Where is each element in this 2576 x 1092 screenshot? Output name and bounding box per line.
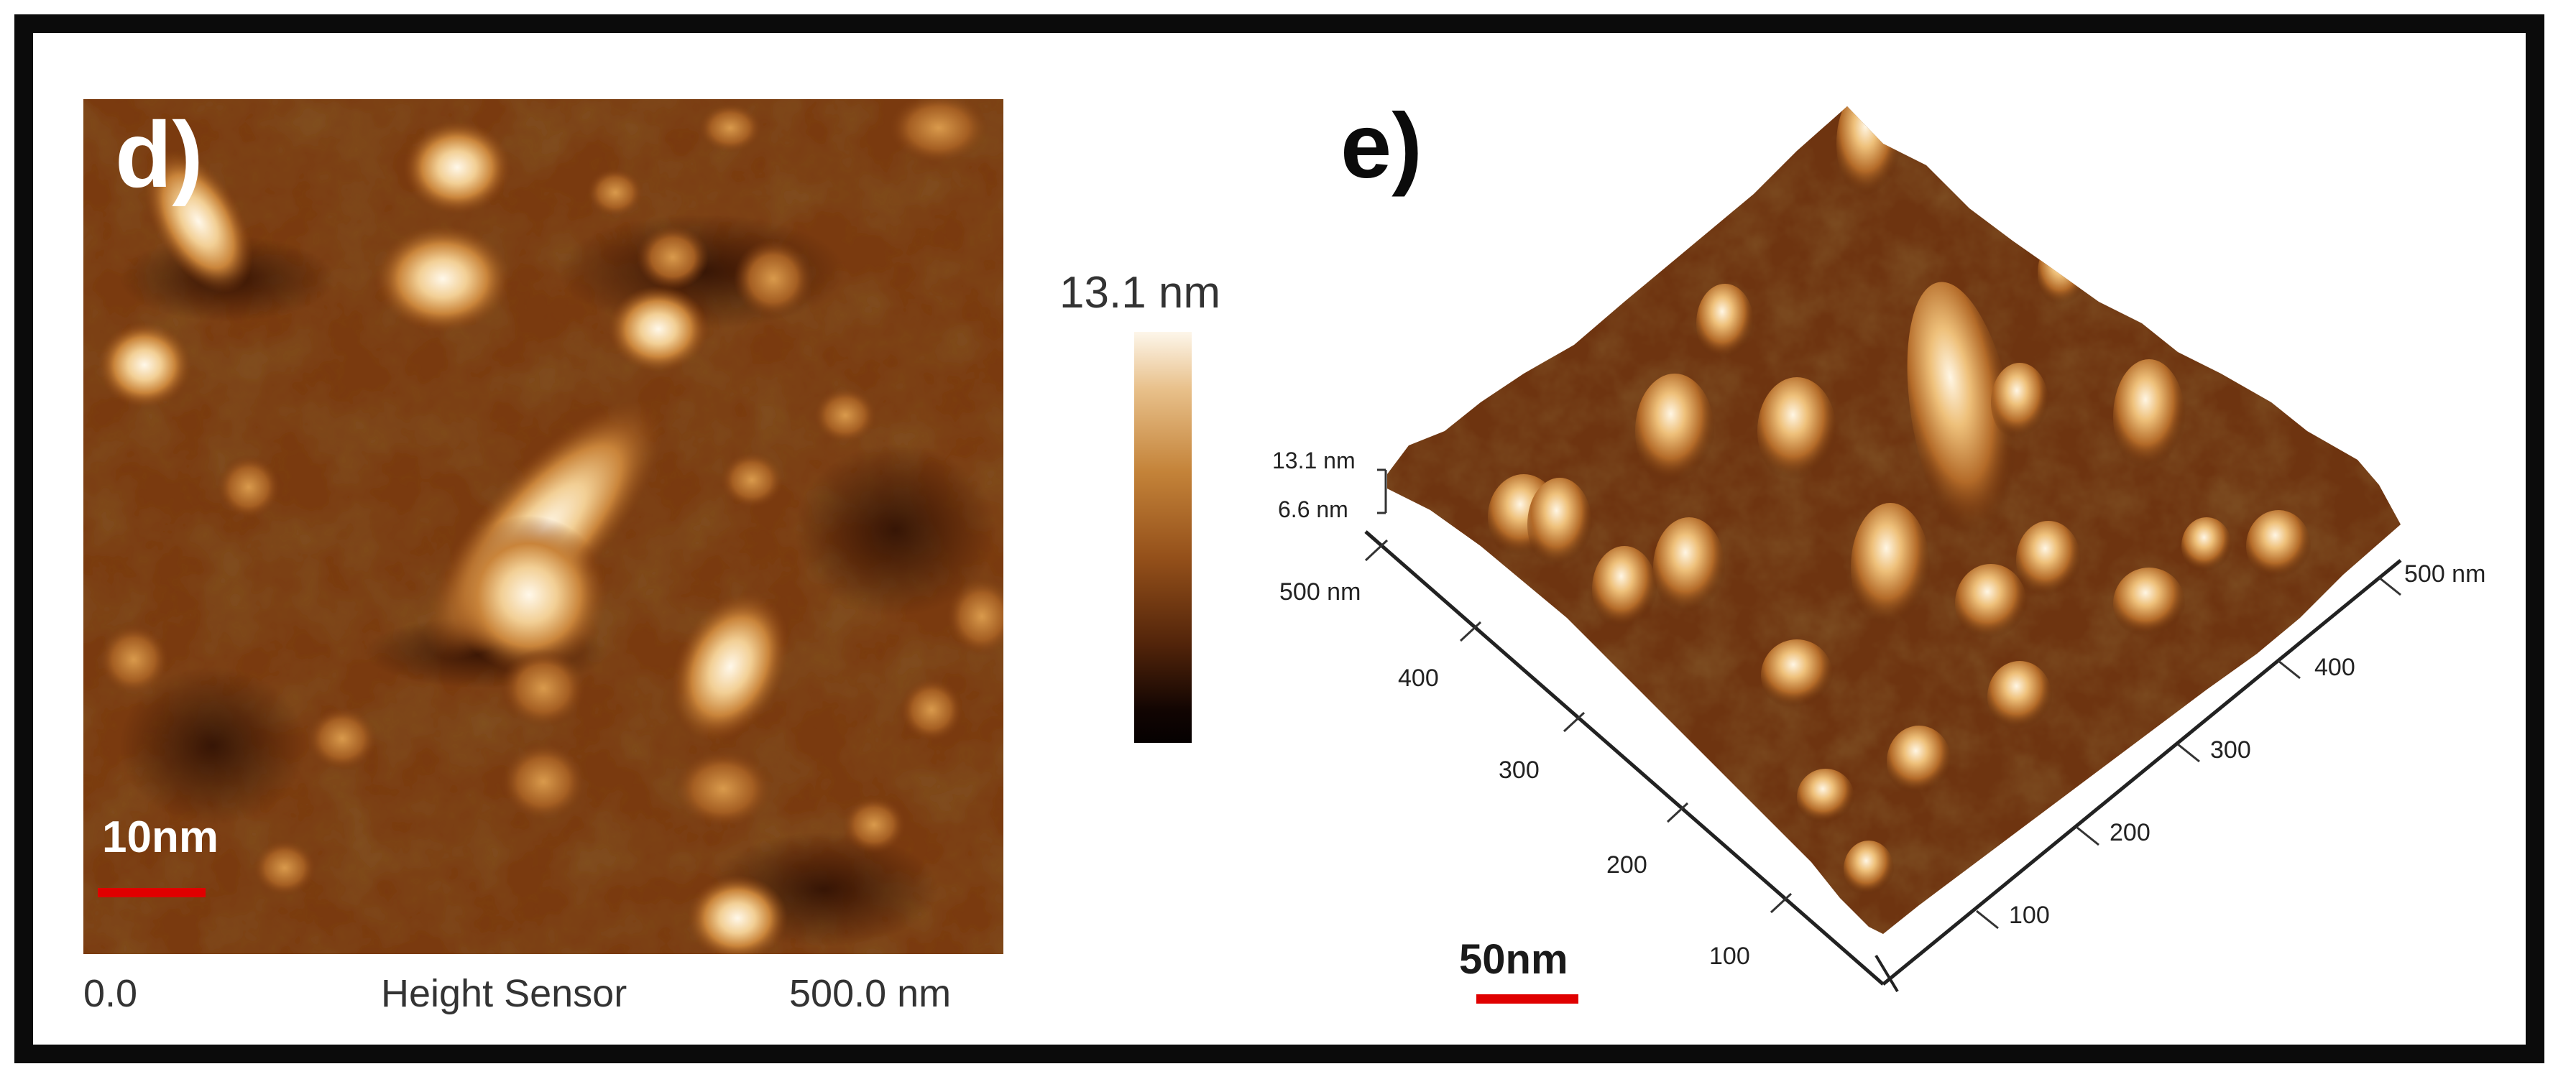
left-axis-tick: 200 xyxy=(1606,851,1647,879)
scale-bar-label-2d: 10nm xyxy=(102,813,218,862)
scale-bar-label-3d: 50nm xyxy=(1459,936,1568,983)
left-axis-tick: 500 nm xyxy=(1279,578,1361,606)
x-axis-min: 0.0 xyxy=(83,972,138,1015)
left-axis-tick: 400 xyxy=(1398,665,1439,692)
right-axis-tick: 100 xyxy=(2009,902,2050,929)
scale-bar-3d xyxy=(1476,994,1578,1004)
scale-bar-2d xyxy=(98,888,206,897)
right-axis-tick: 500 nm xyxy=(2404,560,2485,588)
right-axis-tick: 300 xyxy=(2210,736,2251,764)
height-colorbar xyxy=(1134,332,1192,743)
z-axis-tick: 6.6 nm xyxy=(1278,496,1348,522)
afm-surface-3d: 500 nm 400 300 200 100 500 nm 400 300 20… xyxy=(1272,106,2485,993)
left-axis-tick: 300 xyxy=(1499,756,1540,784)
right-axis-tick: 400 xyxy=(2314,654,2355,681)
afm-height-map-2d xyxy=(83,99,1003,954)
x-axis-title: Height Sensor xyxy=(381,972,627,1015)
panel-label-e: e) xyxy=(1340,95,1422,198)
colorbar-max-label: 13.1 nm xyxy=(1059,268,1221,318)
x-axis-max: 500.0 nm xyxy=(789,972,952,1015)
panel-label-d: d) xyxy=(115,102,203,207)
right-axis-tick: 200 xyxy=(2110,819,2150,846)
z-axis-tick: 13.1 nm xyxy=(1272,448,1356,473)
left-axis-tick: 100 xyxy=(1709,943,1750,970)
